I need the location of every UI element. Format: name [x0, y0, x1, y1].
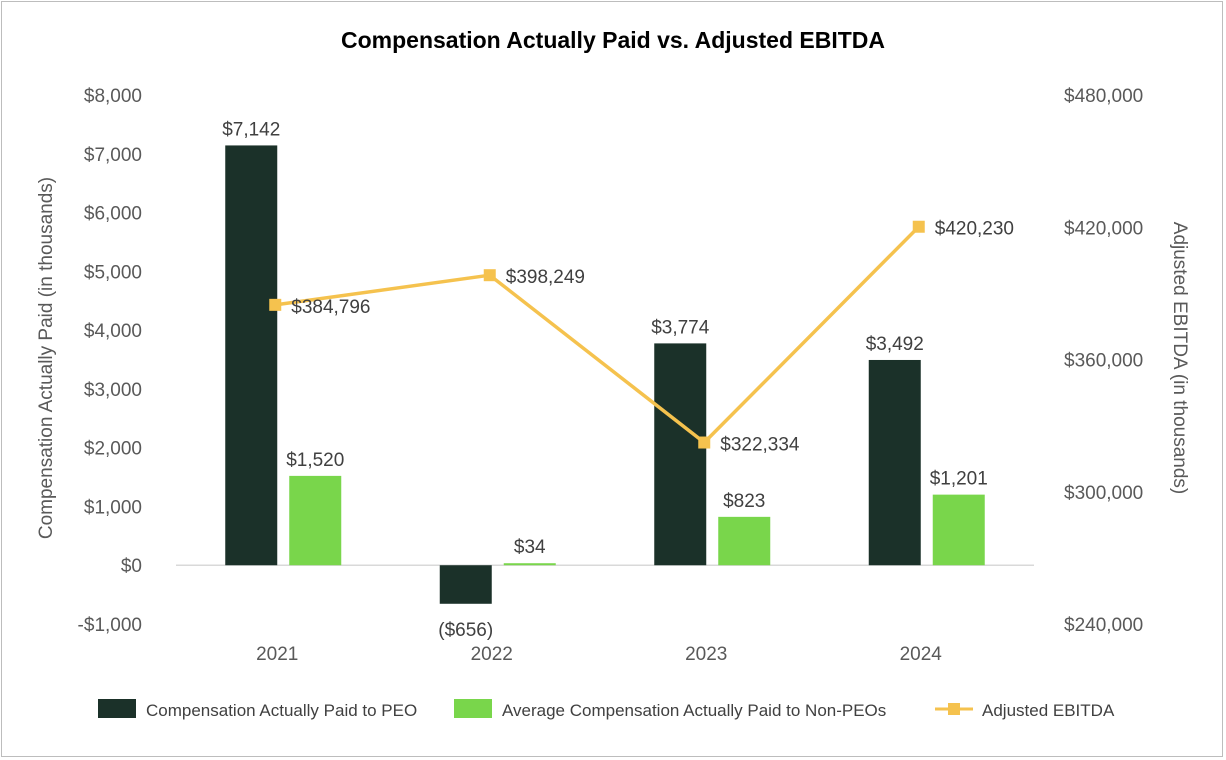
y-tick-label: $5,000	[84, 262, 142, 283]
right-axis-label: Adjusted EBITDA (in thousands)	[1169, 222, 1190, 494]
x-axis-ticks: 2021 2022 2023 2024	[256, 644, 942, 665]
left-axis-ticks: $8,000 $7,000 $6,000 $5,000 $4,000 $3,000 $2,0…	[78, 86, 142, 636]
y2-tick-label: $420,000	[1064, 218, 1143, 239]
x-tick-label: 2022	[471, 644, 513, 665]
legend-label-peo: Compensation Actually Paid to PEO	[146, 701, 417, 720]
legend-label-ebitda: Adjusted EBITDA	[982, 701, 1115, 720]
y2-tick-label: $360,000	[1064, 351, 1143, 372]
y-tick-label: $4,000	[84, 321, 142, 342]
bar-peo	[868, 359, 921, 566]
ebitda-point	[698, 436, 711, 449]
bar-data-label: $1,201	[930, 469, 988, 490]
y2-tick-label: $300,000	[1064, 483, 1143, 504]
y-tick-label: $8,000	[84, 86, 142, 107]
x-tick-label: 2023	[685, 644, 727, 665]
bar-peo	[439, 565, 492, 604]
bar-peo	[225, 145, 278, 566]
bar-non-peo	[932, 494, 985, 566]
y2-tick-label: $240,000	[1064, 615, 1143, 636]
legend-label-non-peo: Average Compensation Actually Paid to No…	[502, 701, 886, 720]
bar-data-label: ($656)	[438, 620, 493, 641]
bar-non-peo	[718, 516, 771, 566]
legend-swatch-peo	[98, 699, 136, 718]
bar-data-label: $1,520	[286, 450, 344, 471]
ebitda-data-label: $322,334	[720, 435, 800, 456]
left-axis-label: Compensation Actually Paid (in thousands…	[36, 177, 57, 539]
ebitda-point	[483, 269, 496, 282]
bar-peo	[654, 343, 707, 566]
ebitda-line	[275, 225, 920, 445]
bar-data-label: $7,142	[222, 119, 280, 140]
ebitda-data-label: $398,249	[506, 267, 585, 288]
legend: Compensation Actually Paid to PEO Averag…	[98, 699, 1115, 720]
ebitda-line-layer: $384,796 $398,249 $322,334 $420,230	[269, 219, 1014, 456]
y-tick-label: $2,000	[84, 439, 142, 460]
bars: $7,142 ($656) $3,774 $3,492 $1,520 $34 $823 $1,…	[222, 119, 988, 640]
y2-tick-label: $480,000	[1064, 86, 1143, 107]
legend-marker-ebitda	[948, 703, 960, 715]
legend-swatch-non-peo	[454, 699, 492, 718]
y-tick-label: $6,000	[84, 204, 142, 225]
ebitda-point	[912, 220, 925, 233]
bar-data-label: $34	[514, 537, 546, 558]
bar-non-peo	[289, 475, 342, 566]
bar-data-label: $3,492	[866, 334, 924, 355]
ebitda-data-label: $384,796	[291, 297, 370, 318]
y-tick-label: -$1,000	[78, 615, 142, 636]
x-tick-label: 2021	[256, 644, 298, 665]
bar-data-label: $3,774	[651, 317, 710, 338]
y-tick-label: $7,000	[84, 145, 142, 166]
right-axis-ticks: $480,000 $420,000 $360,000 $300,000 $240,000	[1064, 86, 1143, 636]
chart-title: Compensation Actually Paid vs. Adjusted …	[341, 27, 885, 53]
ebitda-data-label: $420,230	[935, 219, 1014, 240]
x-tick-label: 2024	[900, 644, 943, 665]
ebitda-point	[269, 298, 282, 311]
y-tick-label: $3,000	[84, 380, 142, 401]
bar-non-peo	[503, 563, 556, 566]
y-tick-label: $1,000	[84, 497, 142, 518]
y-tick-label: $0	[121, 556, 142, 577]
bar-data-label: $823	[723, 491, 765, 512]
